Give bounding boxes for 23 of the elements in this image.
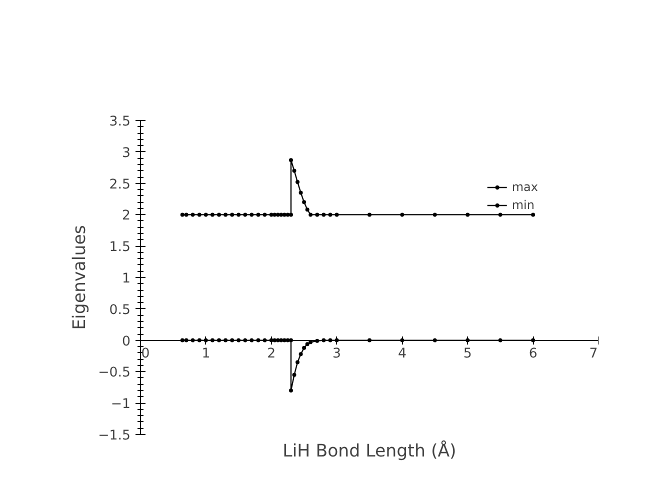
y-tick-label: 3 — [122, 146, 131, 161]
y-tick-label: −1 — [110, 397, 131, 412]
legend-label: min — [512, 198, 534, 212]
x-tick-label: 5 — [463, 346, 472, 362]
x-tick-label: 4 — [398, 346, 406, 362]
y-tick-label: 2.5 — [109, 177, 131, 192]
x-axis-title: LiH Bond Length (Å) — [282, 440, 456, 462]
x-tick-label: 7 — [589, 346, 598, 362]
x-tick-label: 6 — [528, 346, 538, 362]
x-tick-label: 3 — [332, 346, 342, 362]
y-tick-label: 1 — [122, 272, 131, 286]
y-tick-label: −0.5 — [98, 366, 131, 381]
y-tick-label: −1.5 — [98, 428, 131, 444]
y-tick-label: 0 — [122, 334, 131, 350]
x-tick-label: 1 — [202, 346, 210, 362]
y-tick-label: 2 — [122, 208, 131, 224]
legend-label: max — [512, 180, 538, 194]
y-tick-label: 1.5 — [109, 240, 131, 256]
x-tick-label: 0 — [141, 346, 150, 362]
y-tick-label: 3.5 — [109, 114, 131, 130]
x-tick-label: 2 — [267, 346, 276, 362]
y-tick-label: 0.5 — [109, 302, 131, 318]
y-axis-title: Eigenvalues — [70, 225, 90, 330]
